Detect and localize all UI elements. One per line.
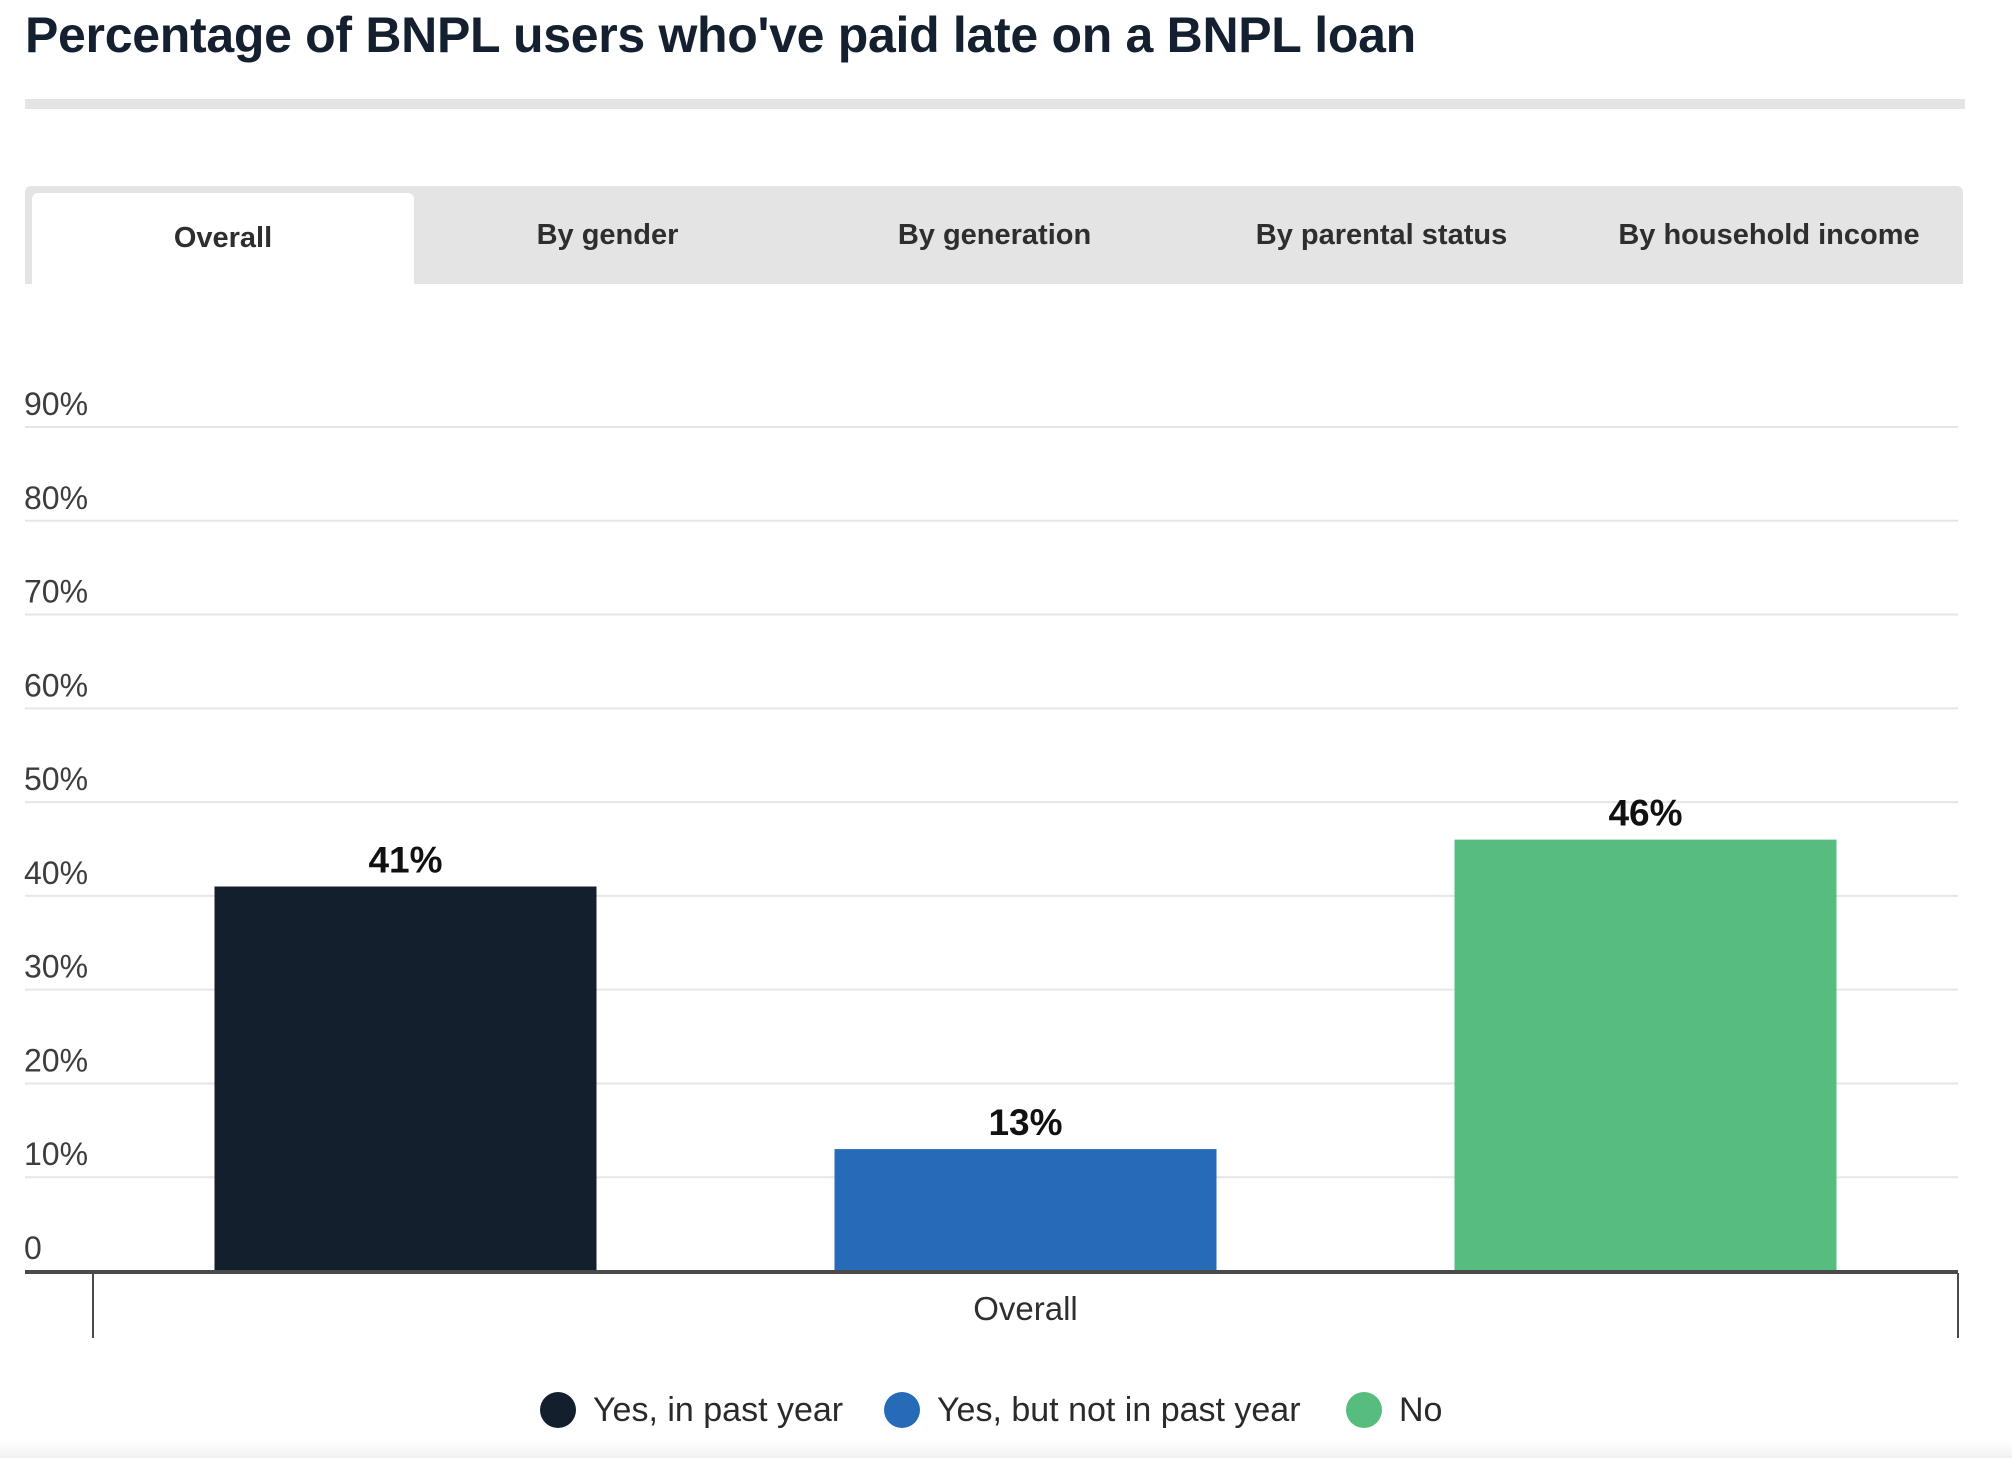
tab-overall[interactable]: Overall (32, 193, 414, 284)
legend-swatch-yes-not-past-year (884, 1392, 920, 1428)
y-tick-label: 50% (24, 761, 88, 797)
y-tick-label: 80% (24, 480, 88, 516)
legend-swatch-yes-past-year (540, 1392, 576, 1428)
legend-item-yes-past-year[interactable]: Yes, in past year (540, 1385, 843, 1435)
data-label: 13% (988, 1102, 1062, 1143)
y-tick-label: 30% (24, 949, 88, 985)
legend-item-yes-not-past-year[interactable]: Yes, but not in past year (884, 1385, 1301, 1435)
legend-swatch-no (1346, 1392, 1382, 1428)
x-category-label: Overall (973, 1290, 1078, 1327)
legend-label: Yes, in past year (593, 1390, 844, 1429)
legend-label: Yes, but not in past year (937, 1390, 1301, 1429)
bottom-fade (0, 1440, 2012, 1458)
bar (1454, 839, 1837, 1271)
title-divider (25, 99, 1965, 109)
tab-by-parental-status[interactable]: By parental status (1255, 218, 1508, 251)
y-tick-label: 0 (24, 1230, 42, 1266)
y-tick-label: 20% (24, 1042, 88, 1078)
tab-by-gender[interactable]: By gender (536, 218, 679, 251)
legend-label: No (1399, 1390, 1443, 1429)
tab-by-generation[interactable]: By generation (897, 218, 1092, 251)
tab-by-household-income[interactable]: By household income (1618, 218, 1920, 251)
chart-title: Percentage of BNPL users who've paid lat… (25, 7, 1416, 63)
chart-legend: Yes, in past year Yes, but not in past y… (0, 1385, 2012, 1435)
legend-item-no[interactable]: No (1346, 1385, 1442, 1435)
y-tick-label: 10% (24, 1136, 88, 1172)
y-tick-label: 60% (24, 667, 88, 703)
bar (834, 1149, 1217, 1271)
bar (214, 886, 597, 1271)
y-tick-label: 90% (24, 386, 88, 422)
data-label: 46% (1608, 793, 1682, 834)
tab-bar: Overall By gender By generation By paren… (25, 186, 1963, 284)
y-tick-label: 70% (24, 574, 88, 610)
data-label: 41% (368, 840, 442, 881)
y-tick-label: 40% (24, 855, 88, 891)
